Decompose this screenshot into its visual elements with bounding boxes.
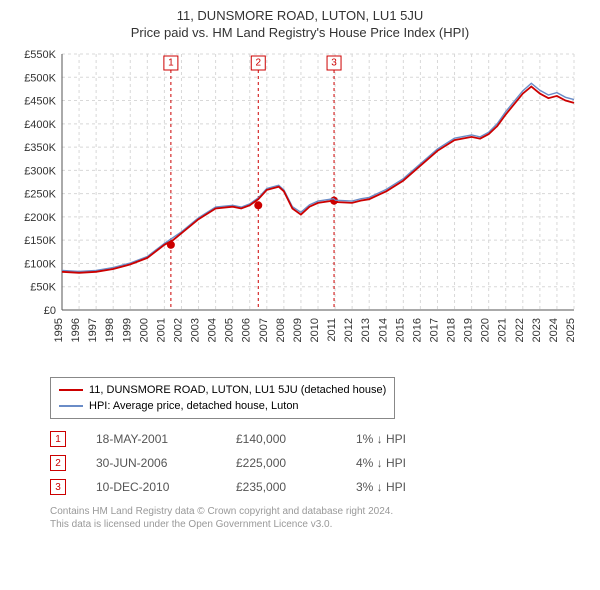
sale-date-3: 10-DEC-2010 [96, 480, 236, 494]
svg-text:2005: 2005 [224, 318, 236, 342]
svg-text:2008: 2008 [275, 318, 287, 342]
svg-text:2002: 2002 [172, 318, 184, 342]
legend-swatch-hpi [59, 405, 83, 407]
svg-text:2015: 2015 [394, 318, 406, 342]
sale-diff-2: 4% ↓ HPI [356, 456, 456, 470]
sale-price-1: £140,000 [236, 432, 356, 446]
svg-text:2000: 2000 [138, 318, 150, 342]
footer-line2: This data is licensed under the Open Gov… [50, 518, 590, 531]
footer-attribution: Contains HM Land Registry data © Crown c… [50, 505, 590, 531]
title-subtitle: Price paid vs. HM Land Registry's House … [10, 25, 590, 40]
svg-text:1: 1 [168, 58, 174, 69]
svg-text:2009: 2009 [292, 318, 304, 342]
sale-diff-1: 1% ↓ HPI [356, 432, 456, 446]
svg-text:2016: 2016 [411, 318, 423, 342]
svg-text:1998: 1998 [104, 318, 116, 342]
legend-label-property: 11, DUNSMORE ROAD, LUTON, LU1 5JU (detac… [89, 384, 386, 396]
svg-text:2001: 2001 [155, 318, 167, 342]
svg-text:2010: 2010 [309, 318, 321, 342]
sale-price-2: £225,000 [236, 456, 356, 470]
svg-text:1996: 1996 [70, 318, 82, 342]
legend: 11, DUNSMORE ROAD, LUTON, LU1 5JU (detac… [50, 377, 395, 419]
svg-text:£100K: £100K [24, 258, 56, 270]
svg-text:£150K: £150K [24, 235, 56, 247]
svg-text:£300K: £300K [24, 165, 56, 177]
svg-text:2023: 2023 [531, 318, 543, 342]
svg-text:2020: 2020 [480, 318, 492, 342]
svg-text:2003: 2003 [190, 318, 202, 342]
svg-text:£350K: £350K [24, 142, 56, 154]
sale-row-1: 1 18-MAY-2001 £140,000 1% ↓ HPI [50, 427, 590, 451]
svg-text:2007: 2007 [258, 318, 270, 342]
svg-text:2022: 2022 [514, 318, 526, 342]
svg-text:£500K: £500K [24, 72, 56, 84]
sale-date-2: 30-JUN-2006 [96, 456, 236, 470]
sale-marker-2: 2 [50, 455, 66, 471]
svg-text:£450K: £450K [24, 96, 56, 108]
svg-text:2014: 2014 [377, 318, 389, 342]
svg-text:1999: 1999 [121, 318, 133, 342]
svg-text:2024: 2024 [548, 318, 560, 342]
svg-text:1997: 1997 [87, 318, 99, 342]
svg-text:3: 3 [331, 58, 337, 69]
sale-row-3: 3 10-DEC-2010 £235,000 3% ↓ HPI [50, 475, 590, 499]
svg-text:£200K: £200K [24, 212, 56, 224]
svg-text:2013: 2013 [360, 318, 372, 342]
svg-text:2004: 2004 [207, 318, 219, 342]
legend-swatch-property [59, 389, 83, 391]
svg-text:2021: 2021 [497, 318, 509, 342]
title-address: 11, DUNSMORE ROAD, LUTON, LU1 5JU [10, 8, 590, 23]
svg-text:2025: 2025 [565, 318, 577, 342]
legend-item-hpi: HPI: Average price, detached house, Luto… [59, 398, 386, 414]
svg-text:£550K: £550K [24, 49, 56, 61]
chart-area: £0 £50K £100K £150K £200K £250K £300K £350K £400… [14, 44, 590, 369]
sales-table: 1 18-MAY-2001 £140,000 1% ↓ HPI 2 30-JUN… [50, 427, 590, 499]
page-container: 11, DUNSMORE ROAD, LUTON, LU1 5JU Price … [0, 0, 600, 539]
sale-price-3: £235,000 [236, 480, 356, 494]
legend-label-hpi: HPI: Average price, detached house, Luto… [89, 400, 299, 412]
chart-titles: 11, DUNSMORE ROAD, LUTON, LU1 5JU Price … [10, 8, 590, 40]
svg-text:2012: 2012 [343, 318, 355, 342]
svg-text:2: 2 [255, 58, 261, 69]
svg-text:£400K: £400K [24, 119, 56, 131]
price-chart: £0 £50K £100K £150K £200K £250K £300K £350K £400… [14, 44, 584, 364]
sale-marker-1: 1 [50, 431, 66, 447]
svg-text:2006: 2006 [241, 318, 253, 342]
legend-item-property: 11, DUNSMORE ROAD, LUTON, LU1 5JU (detac… [59, 382, 386, 398]
svg-text:£250K: £250K [24, 189, 56, 201]
footer-line1: Contains HM Land Registry data © Crown c… [50, 505, 590, 518]
sale-row-2: 2 30-JUN-2006 £225,000 4% ↓ HPI [50, 451, 590, 475]
svg-text:1995: 1995 [53, 318, 65, 342]
sale-marker-3: 3 [50, 479, 66, 495]
svg-text:2011: 2011 [326, 318, 338, 342]
sale-date-1: 18-MAY-2001 [96, 432, 236, 446]
svg-text:£0: £0 [44, 305, 56, 317]
svg-text:2017: 2017 [428, 318, 440, 342]
svg-text:£50K: £50K [30, 282, 56, 294]
svg-text:2018: 2018 [446, 318, 458, 342]
svg-text:2019: 2019 [463, 318, 475, 342]
sale-diff-3: 3% ↓ HPI [356, 480, 456, 494]
